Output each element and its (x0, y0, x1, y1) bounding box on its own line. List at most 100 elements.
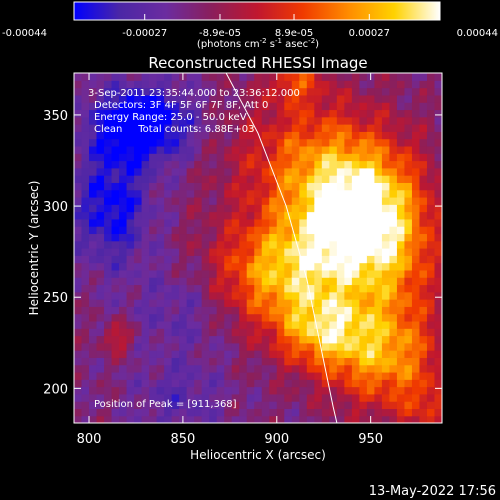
heatmap-cell (269, 350, 278, 358)
heatmap-cell (254, 357, 263, 366)
heatmap-cell (201, 350, 210, 358)
heatmap-cell (269, 335, 278, 344)
heatmap-cell (426, 262, 436, 271)
heatmap-cell (179, 233, 188, 242)
heatmap-cell (186, 189, 195, 198)
heatmap-cell (269, 138, 278, 147)
heatmap-cell (254, 350, 263, 358)
heatmap-cell (89, 342, 98, 351)
heatmap-cell (186, 80, 195, 89)
heatmap-cell (374, 393, 383, 402)
heatmap-cell (351, 386, 360, 395)
heatmap-cell (411, 306, 421, 315)
heatmap-cell (209, 299, 218, 307)
heatmap-cell (194, 160, 203, 169)
heatmap-cell (419, 182, 428, 191)
heatmap-cell (359, 160, 368, 169)
heatmap-cell (284, 80, 293, 89)
heatmap-cell (96, 284, 105, 293)
heatmap-cell (366, 328, 376, 337)
heatmap-cell (89, 211, 98, 220)
heatmap-cell (141, 262, 150, 271)
heatmap-cell (156, 189, 165, 198)
heatmap-cell (269, 204, 278, 213)
heatmap-cell (141, 102, 150, 111)
heatmap-cell (419, 116, 428, 125)
heatmap-cell (224, 357, 233, 366)
heatmap-cell (231, 386, 240, 395)
heatmap-cell (321, 320, 330, 329)
heatmap-cell (246, 124, 255, 132)
heatmap-cell (381, 415, 391, 423)
heatmap-cell (194, 335, 203, 344)
heatmap-cell (171, 218, 180, 227)
heatmap-cell (321, 415, 330, 423)
heatmap-cell (404, 73, 413, 81)
heatmap-cell (374, 401, 383, 410)
heatmap-cell (216, 415, 225, 423)
heatmap-cell (269, 357, 278, 366)
heatmap-cell (231, 102, 240, 111)
heatmap-cell (74, 94, 83, 103)
heatmap-cell (89, 138, 98, 147)
heatmap-cell (329, 393, 338, 402)
heatmap-cell (104, 73, 113, 81)
heatmap-cell (276, 401, 285, 410)
heatmap-cell (216, 87, 225, 96)
heatmap-cell (141, 211, 150, 220)
heatmap-cell (81, 116, 90, 125)
heatmap-cell (104, 328, 113, 337)
heatmap-cell (186, 291, 195, 300)
heatmap-cell (284, 306, 293, 315)
heatmap-cell (329, 189, 338, 198)
heatmap-cell (104, 320, 113, 329)
heatmap-cell (276, 262, 285, 271)
heatmap-cell (171, 94, 180, 103)
heatmap-cell (419, 269, 428, 278)
heatmap-cell (389, 138, 398, 147)
heatmap-cell (314, 299, 323, 307)
heatmap-cell (89, 73, 98, 81)
heatmap-cell (231, 167, 240, 176)
heatmap-cell (344, 233, 353, 242)
heatmap-cell (374, 357, 383, 366)
heatmap-cell (426, 357, 436, 366)
heatmap-cell (291, 320, 300, 329)
heatmap-cell (74, 145, 83, 154)
heatmap-cell (171, 335, 180, 344)
heatmap-cell (104, 277, 113, 286)
heatmap-cell (186, 153, 195, 162)
heatmap-cell (134, 350, 143, 358)
heatmap-cell (141, 138, 150, 147)
heatmap-cell (306, 350, 315, 358)
heatmap-cell (351, 248, 360, 256)
heatmap-cell (246, 277, 255, 286)
heatmap-cell (321, 80, 330, 89)
heatmap-cell (434, 328, 442, 337)
heatmap-cell (119, 401, 128, 410)
heatmap-cell (359, 364, 368, 373)
heatmap-cell (351, 218, 360, 227)
heatmap-cell (351, 401, 360, 410)
heatmap-cell (96, 87, 105, 96)
heatmap-cell (366, 109, 376, 118)
heatmap-cell (179, 102, 188, 111)
heatmap-cell (276, 248, 285, 256)
heatmap-cell (314, 196, 323, 205)
heatmap-cell (171, 262, 180, 271)
heatmap-cell (389, 175, 398, 183)
heatmap-cell (366, 233, 376, 242)
heatmap-cell (246, 306, 255, 315)
heatmap-cell (344, 145, 353, 154)
heatmap-cell (224, 342, 233, 351)
heatmap-cell (381, 189, 391, 198)
heatmap-cell (96, 401, 105, 410)
heatmap-cell (246, 357, 255, 366)
heatmap-cell (299, 306, 308, 315)
heatmap-cell (396, 291, 406, 300)
heatmap-cell (261, 145, 270, 154)
heatmap-cell (336, 262, 345, 271)
heatmap-cell (291, 313, 300, 322)
heatmap-cell (104, 226, 113, 235)
heatmap-cell (74, 364, 83, 373)
